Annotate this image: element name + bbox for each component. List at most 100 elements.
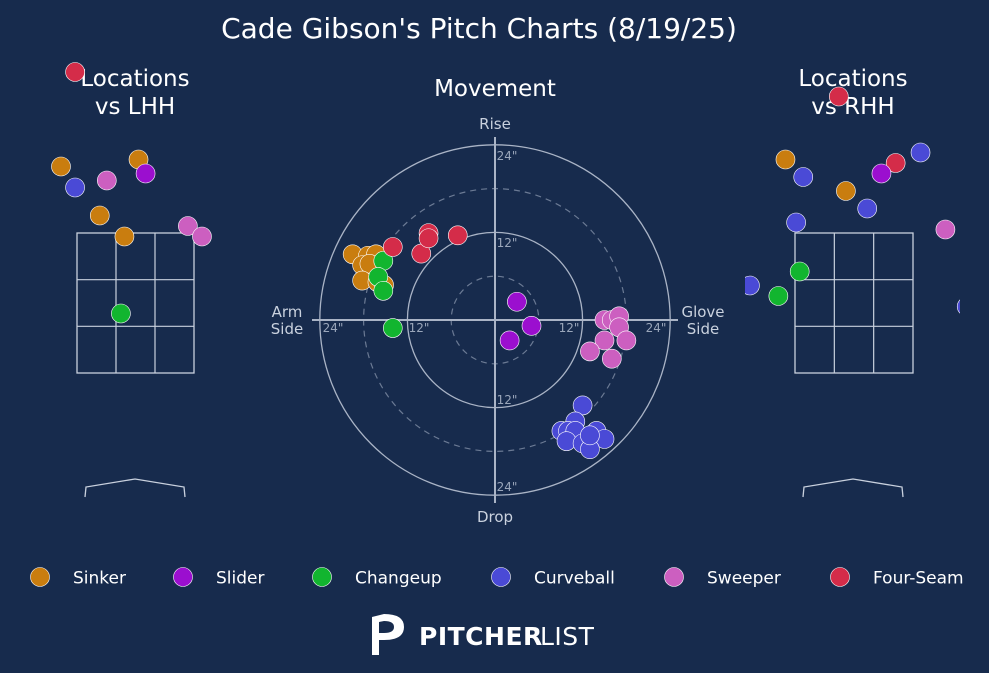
- legend: Sinker Slider Changeup Curveball Sweeper Four…: [30, 567, 964, 589]
- slider-point: [266, 203, 285, 222]
- sinker-point: [0, 280, 7, 299]
- sinker-point: [114, 226, 135, 247]
- legend-item-changeup: Changeup: [312, 567, 442, 589]
- ring-label: 24": [497, 480, 518, 494]
- sweeper-point: [298, 269, 317, 288]
- axis-label-rise: Rise: [479, 115, 511, 133]
- strike-zone: [794, 232, 914, 374]
- sweeper-point: [935, 219, 956, 240]
- changeup-point: [708, 101, 727, 120]
- legend-marker-slider: [173, 567, 193, 587]
- four-seam-point: [447, 225, 468, 246]
- ring-label: 12": [497, 393, 518, 407]
- legend-item-sweeper: Sweeper: [664, 567, 781, 589]
- panel-title: Movement: [434, 76, 556, 102]
- panel-title: Locations vs LHH: [80, 66, 189, 120]
- curveball-point: [580, 425, 600, 446]
- changeup-point: [382, 318, 403, 338]
- changeup-point: [111, 303, 131, 324]
- curveball-point: [956, 299, 960, 314]
- brand-name-light: LIST: [540, 622, 595, 651]
- legend-item-four-seam: Four-Seam: [830, 567, 964, 589]
- sinker-point: [89, 205, 110, 226]
- legend-marker-sweeper: [664, 567, 684, 587]
- legend-label-four-seam: Four-Seam: [873, 569, 964, 589]
- curveball-point: [745, 275, 760, 296]
- curveball-point: [572, 395, 593, 416]
- axis-label-arm-side: Arm Side: [271, 303, 303, 338]
- chart-title: Cade Gibson's Pitch Charts (8/19/25): [221, 12, 737, 45]
- legend-marker-sinker: [30, 567, 50, 587]
- four-seam-point: [65, 62, 85, 82]
- ring-label: 24": [323, 321, 344, 335]
- curveball-point: [910, 142, 931, 163]
- sweeper-point: [580, 341, 600, 362]
- four-seam-point: [885, 153, 906, 173]
- axis-label-arm-side-line-2: Side: [271, 320, 303, 338]
- sinker-point: [0, 203, 4, 222]
- curveball-point: [793, 167, 814, 187]
- ring-label: 24": [646, 321, 667, 335]
- slider-point: [507, 291, 527, 312]
- sinker-point: [775, 149, 796, 170]
- axis-label-drop: Drop: [477, 508, 513, 526]
- locations-rhh-panel: Locations vs RHH: [708, 66, 960, 498]
- sweeper-point: [192, 226, 212, 247]
- home-plate: [802, 478, 904, 498]
- legend-label-sweeper: Sweeper: [707, 569, 781, 589]
- sinker-point: [51, 156, 71, 177]
- panel-title-line-1: Locations: [80, 66, 189, 92]
- sweeper-point: [97, 170, 117, 191]
- axis-label-glove-side-line-1: Glove: [681, 303, 724, 321]
- movement-panel: Movement 24" 12" 12" 24" 24" 12" 12" 24" Rise Drop…: [271, 76, 725, 526]
- panel-title-line-2: vs RHH: [811, 94, 894, 120]
- curveball-point: [786, 212, 806, 233]
- legend-item-sinker: Sinker: [30, 567, 126, 589]
- sinker-point: [836, 181, 856, 201]
- curveball-point: [857, 198, 878, 219]
- four-seam-point: [418, 228, 439, 249]
- slider-point: [499, 330, 520, 351]
- legend-label-changeup: Changeup: [355, 569, 442, 589]
- legend-label-slider: Slider: [216, 569, 264, 589]
- sweeper-point: [601, 348, 622, 369]
- changeup-point: [789, 261, 810, 282]
- axis-label-arm-side-line-1: Arm: [272, 303, 303, 321]
- legend-label-sinker: Sinker: [73, 569, 126, 589]
- slider-point: [521, 316, 542, 336]
- ring-label: 12": [559, 321, 580, 335]
- panel-title-line-1: Locations: [798, 66, 907, 92]
- home-plate: [84, 478, 186, 498]
- legend-item-curveball: Curveball: [491, 567, 615, 589]
- legend-label-curveball: Curveball: [534, 569, 615, 589]
- legend-marker-four-seam: [830, 567, 850, 587]
- locations-lhh-panel: Locations vs LHH: [0, 62, 317, 498]
- panel-title: Locations vs RHH: [798, 66, 907, 120]
- strike-zone: [76, 232, 195, 374]
- brand-name-bold: PITCHER: [419, 622, 543, 651]
- sweeper-point: [178, 216, 198, 236]
- changeup-point: [768, 286, 789, 306]
- pitcherlist-logo-icon: [372, 614, 404, 655]
- legend-marker-curveball: [491, 567, 511, 587]
- slider-point: [871, 163, 892, 184]
- ring-label: 12": [497, 236, 518, 250]
- legend-item-slider: Slider: [173, 567, 264, 589]
- sweeper-point: [616, 330, 637, 351]
- panel-title-line-2: vs LHH: [95, 94, 175, 120]
- panel-title-line-1: Movement: [434, 76, 556, 102]
- axis-label-glove-side: Glove Side: [681, 303, 724, 338]
- four-seam-point: [382, 237, 403, 257]
- ring-label: 24": [497, 149, 518, 163]
- ring-label: 12": [409, 321, 430, 335]
- sweeper-point: [594, 330, 615, 351]
- legend-marker-changeup: [312, 567, 332, 587]
- curveball-point: [65, 177, 85, 198]
- axis-label-glove-side-line-2: Side: [687, 320, 719, 338]
- pitcherlist-logo: PITCHER LIST: [372, 614, 595, 655]
- four-seam-point: [828, 86, 849, 107]
- changeup-point: [373, 280, 394, 301]
- slider-point: [135, 163, 156, 184]
